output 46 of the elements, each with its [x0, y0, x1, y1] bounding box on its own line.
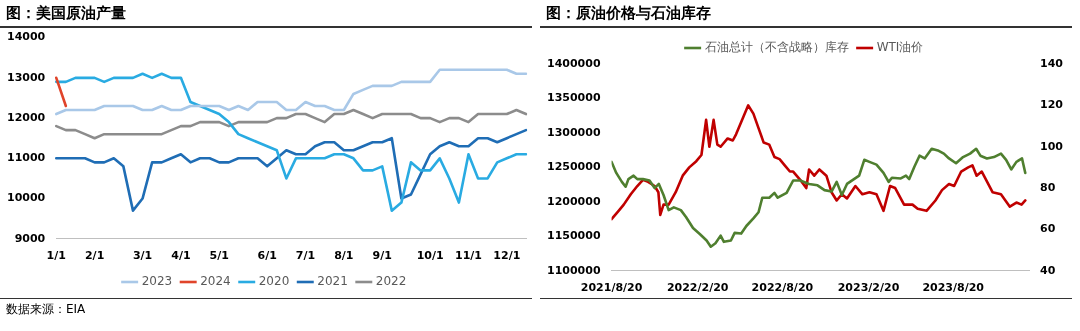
legend-label: 2020 [258, 274, 290, 289]
x-tick-label: 2022/8/20 [751, 281, 814, 295]
x-tick-label: 8/1 [334, 249, 354, 263]
legend-label: 2024 [200, 274, 231, 289]
legend-label: 2022 [375, 274, 407, 289]
chart-title: 图：美国原油产量 [0, 0, 532, 28]
y-tick-label: 12000 [6, 110, 46, 124]
legend-label: WTI油价 [876, 40, 924, 55]
source-note: 数据来源：EIA [6, 302, 86, 316]
y2-tick-label: 40 [1040, 263, 1056, 277]
legend-label: 石油总计（不含战略）库存 [704, 40, 849, 55]
y-tick-label: 1250000 [547, 160, 601, 174]
x-tick-label: 12/1 [493, 249, 521, 263]
y-tick-label: 1150000 [547, 229, 601, 243]
y-tick-label: 14000 [6, 30, 46, 44]
x-tick-label: 5/1 [209, 249, 229, 263]
chart-title: 图：原油价格与石油库存 [540, 0, 1072, 28]
y-tick-label: 1200000 [547, 194, 601, 208]
y2-tick-label: 100 [1040, 139, 1064, 153]
y2-tick-label: 120 [1040, 98, 1064, 112]
y-tick-label: 1300000 [547, 125, 601, 139]
x-tick-label: 4/1 [171, 249, 191, 263]
y-tick-label: 1400000 [547, 56, 601, 70]
y-tick-label: 11000 [6, 151, 46, 165]
y-tick-label: 1350000 [547, 91, 601, 105]
y2-tick-label: 80 [1040, 180, 1056, 194]
y-tick-label: 10000 [6, 191, 46, 205]
x-tick-label: 7/1 [295, 249, 316, 263]
x-tick-label: 10/1 [416, 249, 444, 263]
x-tick-label: 2021/8/20 [580, 281, 643, 295]
x-tick-label: 2022/2/20 [666, 281, 729, 295]
x-tick-label: 6/1 [257, 249, 277, 263]
x-tick-label: 2023/8/20 [922, 281, 985, 295]
legend-label: 2021 [317, 274, 348, 289]
y2-tick-label: 60 [1040, 222, 1056, 236]
x-tick-label: 1/1 [46, 249, 66, 263]
y-tick-label: 9000 [14, 231, 46, 245]
y2-tick-label: 140 [1040, 56, 1064, 70]
y-tick-label: 13000 [6, 70, 46, 84]
x-tick-label: 11/1 [454, 249, 482, 263]
y-tick-label: 1100000 [547, 263, 601, 277]
x-tick-label: 2/1 [84, 249, 105, 263]
x-tick-label: 9/1 [372, 249, 392, 263]
x-tick-label: 2023/2/20 [837, 281, 900, 295]
legend-label: 2023 [141, 274, 173, 289]
x-tick-label: 3/1 [132, 249, 153, 263]
